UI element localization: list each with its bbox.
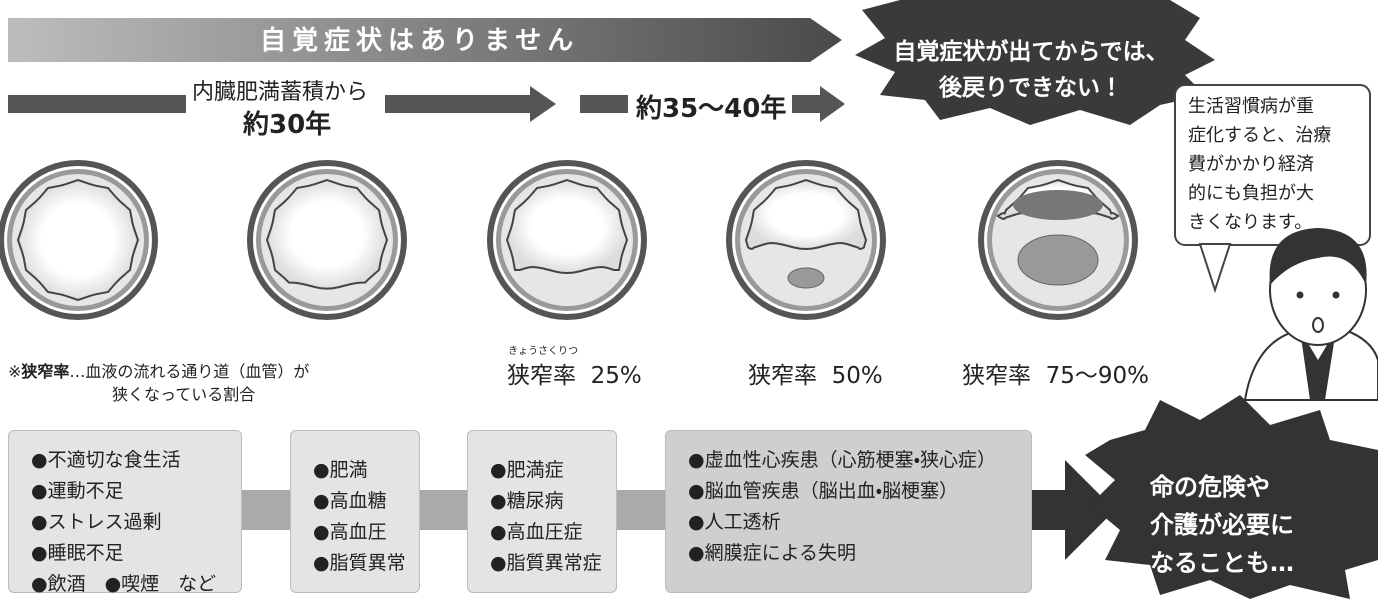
phase1-lead: 内臓肥満蓄積から xyxy=(192,74,368,106)
arrow xyxy=(792,86,845,122)
stenosis-label: 狭窄率 25% xyxy=(507,356,642,390)
ruby: きょうさくりつ xyxy=(508,342,578,357)
stenosis-label: 狭窄率 50% xyxy=(748,356,883,390)
risk-item: ●睡眠不足 xyxy=(31,538,241,569)
warning-line: 後戻りできない！ xyxy=(876,70,1186,106)
connector xyxy=(240,490,292,530)
danger-line: 介護が必要に xyxy=(1150,506,1294,544)
risk-item: ●脂質異常 xyxy=(313,548,419,579)
risk-item: ●肥満症 xyxy=(490,455,616,486)
risk-box: ●肥満●高血糖●高血圧●脂質異常 xyxy=(290,430,420,593)
risk-box: ●肥満症●糖尿病●高血圧症●脂質異常症 xyxy=(467,430,617,593)
risk-item: ●脳血管疾患（脳出血・脳梗塞） xyxy=(688,476,1031,507)
risk-box: ●虚血性心疾患（心筋梗塞・狭心症）●脳血管疾患（脳出血・脳梗塞）●人工透析●網膜… xyxy=(665,430,1032,593)
doctor xyxy=(1245,228,1378,400)
speech-line: 的にも負担が大 xyxy=(1188,179,1331,208)
vessel-part xyxy=(1013,190,1103,220)
danger-line: なることも… xyxy=(1150,544,1294,582)
speech-tail xyxy=(1200,244,1230,290)
risk-item: ●糖尿病 xyxy=(490,486,616,517)
speech-line: きくなります。 xyxy=(1188,208,1331,237)
risk-box: ●不適切な食生活●運動不足●ストレス過剰●睡眠不足●飲酒 ●喫煙 など xyxy=(8,430,242,593)
connector xyxy=(613,490,668,530)
speech-line: 生活習慣病が重 xyxy=(1188,92,1331,121)
vessel-part xyxy=(1018,235,1098,285)
danger: 命の危険や介護が必要になることも… xyxy=(1150,468,1294,582)
risk-item: ●飲酒 ●喫煙 など xyxy=(31,569,241,600)
vessel-part xyxy=(788,268,824,288)
speech: 生活習慣病が重症化すると、治療費がかかり経済的にも負担が大きくなります。 xyxy=(1188,92,1331,237)
note-text: 狭くなっている割合 xyxy=(112,381,255,405)
risk-item: ●不適切な食生活 xyxy=(31,445,241,476)
risk-item: ●運動不足 xyxy=(31,476,241,507)
note-mark: ※ xyxy=(8,362,21,381)
speech-line: 費がかかり経済 xyxy=(1188,150,1331,179)
arrow xyxy=(385,86,556,122)
danger-line: 命の危険や xyxy=(1150,468,1294,506)
no-symptoms: 自覚症状はありません xyxy=(260,20,579,57)
speech-line: 症化すると、治療 xyxy=(1188,121,1331,150)
risk-item: ●肥満 xyxy=(313,455,419,486)
phase1-years: 約30年 xyxy=(243,104,331,141)
risk-item: ●高血圧症 xyxy=(490,517,616,548)
bar xyxy=(580,95,628,113)
risk-item: ●高血圧 xyxy=(313,517,419,548)
page: 自覚症状はありません 内臓肥満蓄積から 約30年 約35〜40年 自覚症状が出て… xyxy=(0,0,1378,599)
bar xyxy=(8,95,186,113)
risk-item: ●高血糖 xyxy=(313,486,419,517)
risk-item: ●脂質異常症 xyxy=(490,548,616,579)
warning-line: 自覚症状が出てからでは、 xyxy=(876,34,1186,70)
note-text: …血液の流れる通り道（血管）が xyxy=(69,362,309,381)
risk-item: ●網膜症による失明 xyxy=(688,538,1031,569)
risk-item: ●人工透析 xyxy=(688,507,1031,538)
risk-item: ●虚血性心疾患（心筋梗塞・狭心症） xyxy=(688,445,1031,476)
risk-item: ●ストレス過剰 xyxy=(31,507,241,538)
stenosis-label: 狭窄率 75〜90% xyxy=(962,356,1149,390)
note: ※狭窄率…血液の流れる通り道（血管）が xyxy=(8,358,309,382)
warning: 自覚症状が出てからでは、後戻りできない！ xyxy=(876,34,1186,106)
connector xyxy=(418,490,470,530)
note-term: 狭窄率 xyxy=(21,362,69,381)
phase2-years: 約35〜40年 xyxy=(636,88,786,125)
